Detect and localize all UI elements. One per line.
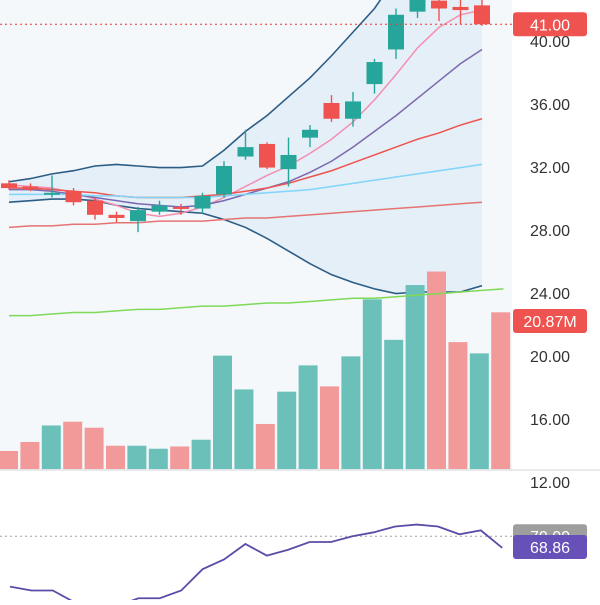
moving-average-line bbox=[9, 163, 483, 199]
price-tick-label: 28.00 bbox=[530, 223, 570, 240]
candle-body bbox=[280, 154, 297, 170]
volume-bar bbox=[63, 421, 83, 469]
candle-body bbox=[323, 103, 340, 119]
moving-average-line bbox=[9, 288, 504, 317]
volume-bar bbox=[234, 389, 254, 469]
volume-bar bbox=[106, 445, 125, 469]
volume-bars bbox=[0, 271, 511, 469]
volume-bar bbox=[362, 299, 382, 469]
volume-bar bbox=[148, 448, 168, 469]
candle-body bbox=[151, 205, 168, 212]
volume-bar bbox=[341, 356, 361, 469]
candle-body bbox=[216, 166, 232, 195]
candle-body bbox=[431, 0, 447, 9]
last-price-badge: 41.00 bbox=[513, 12, 587, 37]
candle-body bbox=[65, 191, 82, 203]
price-tick-label: 12.00 bbox=[530, 475, 570, 492]
rsi-last-badge: 68.86 bbox=[513, 535, 587, 559]
volume-bar bbox=[405, 285, 425, 469]
volume-bar bbox=[170, 446, 190, 469]
price-tick-label: 24.00 bbox=[530, 286, 570, 303]
volume-bar bbox=[491, 312, 511, 469]
candle-body bbox=[259, 143, 275, 168]
candle-body bbox=[474, 5, 490, 25]
candle-body bbox=[194, 195, 211, 209]
candle-body bbox=[1, 183, 17, 189]
last-price-badge-text: 41.00 bbox=[530, 17, 570, 34]
candle-body bbox=[108, 214, 125, 218]
volume-bar bbox=[0, 450, 18, 469]
volume-badge-text: 20.87M bbox=[523, 314, 576, 331]
candle-body bbox=[87, 200, 103, 215]
moving-averages bbox=[8, 9, 504, 317]
axis-labels: 40.00 36.00 32.00 28.00 24.00 20.00 16.00 12.00… bbox=[513, 12, 587, 559]
candle-body bbox=[44, 192, 60, 195]
volume-bar bbox=[384, 339, 404, 469]
candle-body bbox=[345, 101, 361, 119]
moving-average-line bbox=[9, 118, 483, 199]
bollinger-lower bbox=[8, 198, 483, 295]
volume-bar bbox=[41, 425, 61, 469]
candle-body bbox=[302, 129, 318, 138]
rsi-last-badge-bg bbox=[513, 535, 587, 559]
candle-body bbox=[237, 147, 254, 157]
volume-badge: 20.87M bbox=[513, 309, 587, 333]
price-tick-label: 32.00 bbox=[530, 160, 570, 177]
candle-body bbox=[388, 14, 404, 50]
candle-body bbox=[409, 0, 426, 12]
rsi-panel bbox=[0, 469, 600, 605]
price-tick-label: 16.00 bbox=[530, 412, 570, 429]
volume-bar bbox=[320, 386, 339, 469]
volume-bar bbox=[20, 441, 40, 469]
volume-bar bbox=[191, 439, 211, 469]
volume-bar bbox=[469, 353, 489, 469]
volume-bar bbox=[277, 391, 297, 469]
price-tick-label: 20.00 bbox=[530, 349, 570, 366]
volume-bar bbox=[213, 355, 232, 469]
last-price-badge-bg bbox=[513, 12, 587, 37]
price-tick-label: 36.00 bbox=[530, 97, 570, 114]
volume-bar bbox=[298, 365, 318, 469]
volume-bar bbox=[427, 271, 446, 469]
volume-bar bbox=[448, 342, 468, 469]
candle-body bbox=[22, 186, 39, 190]
candle-body bbox=[130, 210, 146, 222]
candle-body bbox=[173, 206, 189, 209]
price-tick-label: 40.00 bbox=[530, 34, 570, 51]
candle-body bbox=[366, 62, 383, 85]
rsi-last-badge-text: 68.86 bbox=[530, 540, 570, 557]
candle-body bbox=[452, 6, 469, 11]
moving-average-line bbox=[8, 201, 483, 229]
volume-bar bbox=[84, 427, 104, 469]
volume-bar bbox=[127, 445, 147, 469]
volume-bar bbox=[255, 423, 275, 469]
candlesticks bbox=[1, 0, 490, 233]
volume-badge-bg bbox=[513, 309, 587, 333]
